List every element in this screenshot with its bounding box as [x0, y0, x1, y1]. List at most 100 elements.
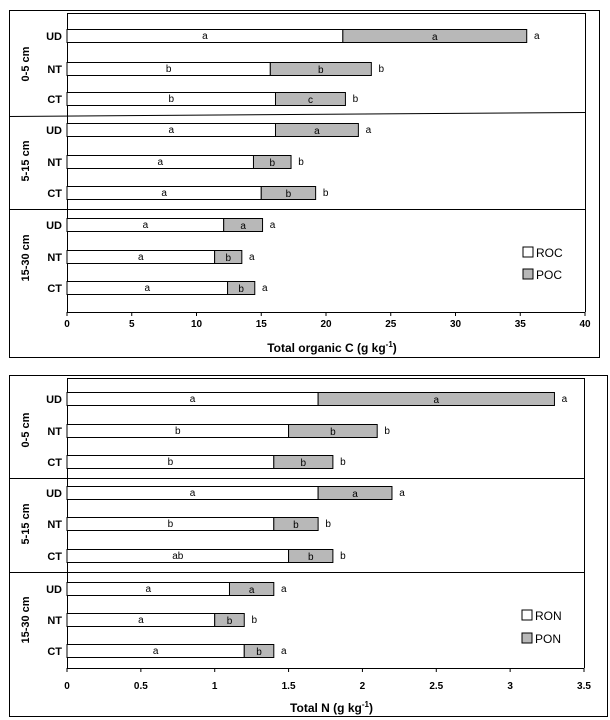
- x-axis-title-main: Total organic C (g kg: [267, 341, 385, 355]
- significance-letter: b: [168, 519, 174, 530]
- significance-letter: a: [143, 220, 149, 231]
- significance-letter: a: [281, 646, 287, 657]
- significance-letter: c: [308, 95, 313, 106]
- significance-letter: a: [352, 489, 358, 500]
- significance-letter: b: [298, 157, 304, 168]
- x-tick-label: 15: [256, 319, 268, 330]
- significance-letter: a: [262, 283, 268, 294]
- significance-letter: b: [293, 520, 299, 531]
- significance-letter: a: [366, 125, 372, 136]
- legend-swatch: [521, 609, 533, 621]
- category-label: CT: [47, 283, 62, 295]
- legend-label: PON: [535, 632, 561, 646]
- significance-letter: a: [168, 125, 174, 136]
- category-label: UD: [46, 125, 62, 137]
- category-label: CT: [47, 551, 62, 563]
- x-axis-title: Total organic C (g kg-1): [267, 340, 397, 355]
- chart-panel-2: 0 0.5 1 1.5 2 2.5 3 3.5 Total N (g kg-1) 0-5 cm 5-…: [9, 375, 608, 717]
- significance-letter: a: [153, 646, 159, 657]
- bar-segment-pon: [317, 392, 555, 406]
- group-separator: [8, 112, 586, 117]
- significance-letter: a: [249, 252, 255, 263]
- significance-letter: ab: [172, 551, 184, 562]
- x-tick-label: 40: [579, 319, 591, 330]
- significance-letter: b: [286, 189, 292, 200]
- significance-letter: b: [227, 616, 233, 627]
- significance-letter: b: [384, 426, 390, 437]
- significance-letter: b: [379, 64, 385, 75]
- group-label: 15-30 cm: [20, 596, 32, 643]
- significance-letter: a: [202, 31, 208, 42]
- category-label: UD: [46, 31, 62, 43]
- chart-panel-1: 0 5 10 15 20 25 30 35 40 Total organic C (g kg-1)…: [8, 10, 600, 358]
- x-axis-title-close: ): [393, 341, 397, 355]
- significance-letter: a: [270, 220, 276, 231]
- legend-swatch: [521, 632, 533, 644]
- significance-letter: b: [251, 615, 257, 626]
- significance-letter: a: [157, 157, 163, 168]
- category-label: CT: [47, 457, 62, 469]
- x-tick-label: 1: [212, 681, 218, 692]
- category-label: NT: [47, 615, 62, 627]
- significance-letter: a: [190, 394, 196, 405]
- bar-segment-poc: [260, 186, 317, 200]
- significance-letter: b: [168, 457, 174, 468]
- significance-letter: a: [434, 395, 440, 406]
- bar-segment-poc: [342, 29, 528, 43]
- x-tick-label: 1.5: [282, 681, 296, 692]
- bar-segment-pon: [243, 644, 275, 658]
- significance-letter: b: [168, 94, 174, 105]
- legend-swatch: [522, 268, 534, 280]
- significance-letter: a: [145, 283, 151, 294]
- legend-label: POC: [536, 268, 562, 282]
- significance-letter: a: [281, 584, 287, 595]
- significance-letter: b: [318, 65, 324, 76]
- x-tick-label: 30: [450, 319, 462, 330]
- bar-segment-poc: [227, 281, 256, 295]
- significance-letter: a: [432, 32, 438, 43]
- bar-segment-poc: [252, 155, 292, 169]
- significance-letter: b: [225, 253, 231, 264]
- bar-segment-poc: [274, 123, 359, 137]
- category-label: UD: [46, 394, 62, 406]
- x-axis-title: Total N (g kg-1): [290, 700, 373, 715]
- significance-letter: a: [249, 585, 255, 596]
- x-tick-label: 3: [507, 681, 513, 692]
- bar-segment-pon: [273, 517, 319, 531]
- bar-segment-poc: [214, 250, 243, 264]
- bar-segment-pon: [288, 424, 378, 438]
- x-tick-label: 3.5: [577, 681, 591, 692]
- category-label: NT: [47, 64, 62, 76]
- significance-letter: b: [238, 284, 244, 295]
- group-label: 0-5 cm: [20, 46, 32, 81]
- bar-segment-poc: [269, 62, 372, 76]
- category-label: UD: [46, 584, 62, 596]
- significance-letter: b: [256, 647, 262, 658]
- x-tick-label: 10: [191, 319, 203, 330]
- bar-segment-poc: [223, 218, 264, 232]
- significance-letter: a: [138, 615, 144, 626]
- significance-letter: a: [314, 126, 320, 137]
- significance-letter: a: [138, 252, 144, 263]
- significance-letter: a: [190, 488, 196, 499]
- x-tick-label: 0: [64, 681, 70, 692]
- significance-letter: a: [534, 31, 540, 42]
- significance-letter: b: [340, 457, 346, 468]
- significance-letter: b: [308, 552, 314, 563]
- significance-letter: b: [330, 427, 336, 438]
- category-label: NT: [47, 519, 62, 531]
- x-tick-label: 0: [64, 319, 70, 330]
- x-axis-title-sup: -1: [362, 700, 370, 709]
- legend-label: ROC: [536, 246, 563, 260]
- significance-letter: a: [240, 221, 246, 232]
- significance-letter: b: [340, 551, 346, 562]
- category-label: NT: [47, 426, 62, 438]
- significance-letter: b: [323, 188, 329, 199]
- significance-letter: a: [399, 488, 405, 499]
- significance-letter: b: [353, 94, 359, 105]
- significance-letter: b: [325, 519, 331, 530]
- x-axis-title-main: Total N (g kg: [290, 701, 362, 715]
- category-label: NT: [47, 157, 62, 169]
- legend-swatch: [522, 246, 534, 258]
